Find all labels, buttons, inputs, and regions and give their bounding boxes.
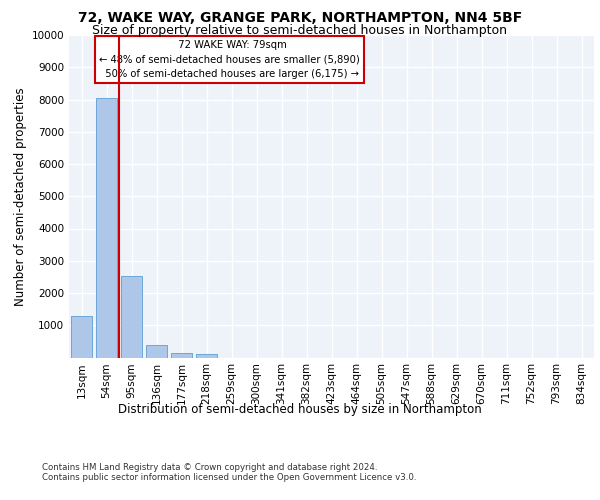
Text: Size of property relative to semi-detached houses in Northampton: Size of property relative to semi-detach… (92, 24, 508, 37)
Text: 72, WAKE WAY, GRANGE PARK, NORTHAMPTON, NN4 5BF: 72, WAKE WAY, GRANGE PARK, NORTHAMPTON, … (78, 11, 522, 25)
Text: Contains public sector information licensed under the Open Government Licence v3: Contains public sector information licen… (42, 472, 416, 482)
Bar (71, 316, 92, 358)
Text: 72 WAKE WAY: 79sqm
← 48% of semi-detached houses are smaller (5,890)
  50% of se: 72 WAKE WAY: 79sqm ← 48% of semi-detache… (99, 40, 359, 78)
Bar (121, 276, 142, 357)
Y-axis label: Number of semi-detached properties: Number of semi-detached properties (14, 87, 28, 306)
Text: Contains HM Land Registry data © Crown copyright and database right 2024.: Contains HM Land Registry data © Crown c… (42, 462, 377, 471)
Text: Distribution of semi-detached houses by size in Northampton: Distribution of semi-detached houses by … (118, 402, 482, 415)
Bar (196, 354, 217, 358)
Bar (146, 345, 167, 358)
Bar (96, 98, 117, 357)
Bar (171, 354, 192, 358)
